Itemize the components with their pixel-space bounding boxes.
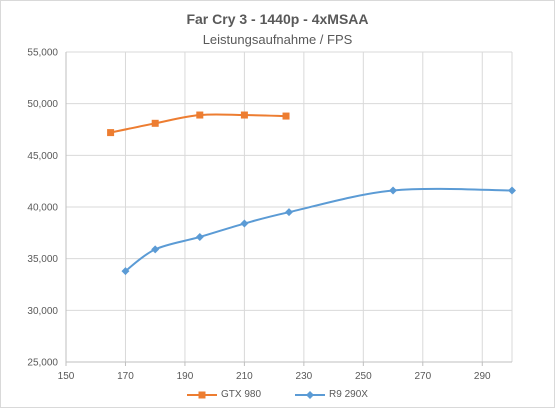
- data-point: [195, 232, 204, 241]
- legend-label-gtx-980: GTX 980: [221, 389, 262, 400]
- y-tick-label: 25,000: [27, 358, 58, 369]
- y-tick-label: 45,000: [27, 151, 58, 162]
- y-tick-label: 40,000: [27, 203, 58, 214]
- data-point: [240, 111, 248, 119]
- x-tick-label: 170: [117, 371, 134, 382]
- chart-title: Far Cry 3 - 1440p - 4xMSAA: [186, 11, 369, 27]
- x-tick-label: 190: [177, 371, 194, 382]
- data-point: [151, 119, 159, 127]
- series-gtx-980: [107, 111, 290, 137]
- legend-swatch-gtx-980: [187, 391, 218, 398]
- data-point: [282, 112, 290, 120]
- x-tick-label: 230: [296, 371, 313, 382]
- legend-item-r9-290x: R9 290X: [295, 389, 368, 400]
- data-point: [121, 267, 130, 276]
- x-tick-label: 270: [414, 371, 431, 382]
- data-point: [151, 245, 160, 254]
- y-tick-label: 30,000: [27, 306, 58, 317]
- y-tick-label: 50,000: [27, 99, 58, 110]
- y-tick-label: 55,000: [27, 48, 58, 59]
- x-tick-label: 150: [58, 371, 75, 382]
- data-point: [196, 111, 204, 119]
- legend-item-gtx-980: GTX 980: [187, 389, 261, 400]
- chart-subtitle: Leistungsaufnahme / FPS: [202, 32, 353, 47]
- data-point: [240, 219, 249, 228]
- legend-label-r9-290x: R9 290X: [329, 389, 368, 400]
- legend: GTX 980 R9 290X: [1, 389, 554, 400]
- data-point: [389, 186, 398, 195]
- legend-swatch-r9-290x: [295, 390, 326, 399]
- y-tick-label: 35,000: [27, 254, 58, 265]
- data-point: [285, 208, 293, 217]
- x-tick-label: 210: [236, 371, 253, 382]
- x-tick-label: 290: [474, 371, 491, 382]
- x-tick-label: 250: [355, 371, 372, 382]
- series-r9-290x: [121, 186, 516, 276]
- data-point: [508, 186, 516, 195]
- data-point: [107, 129, 115, 137]
